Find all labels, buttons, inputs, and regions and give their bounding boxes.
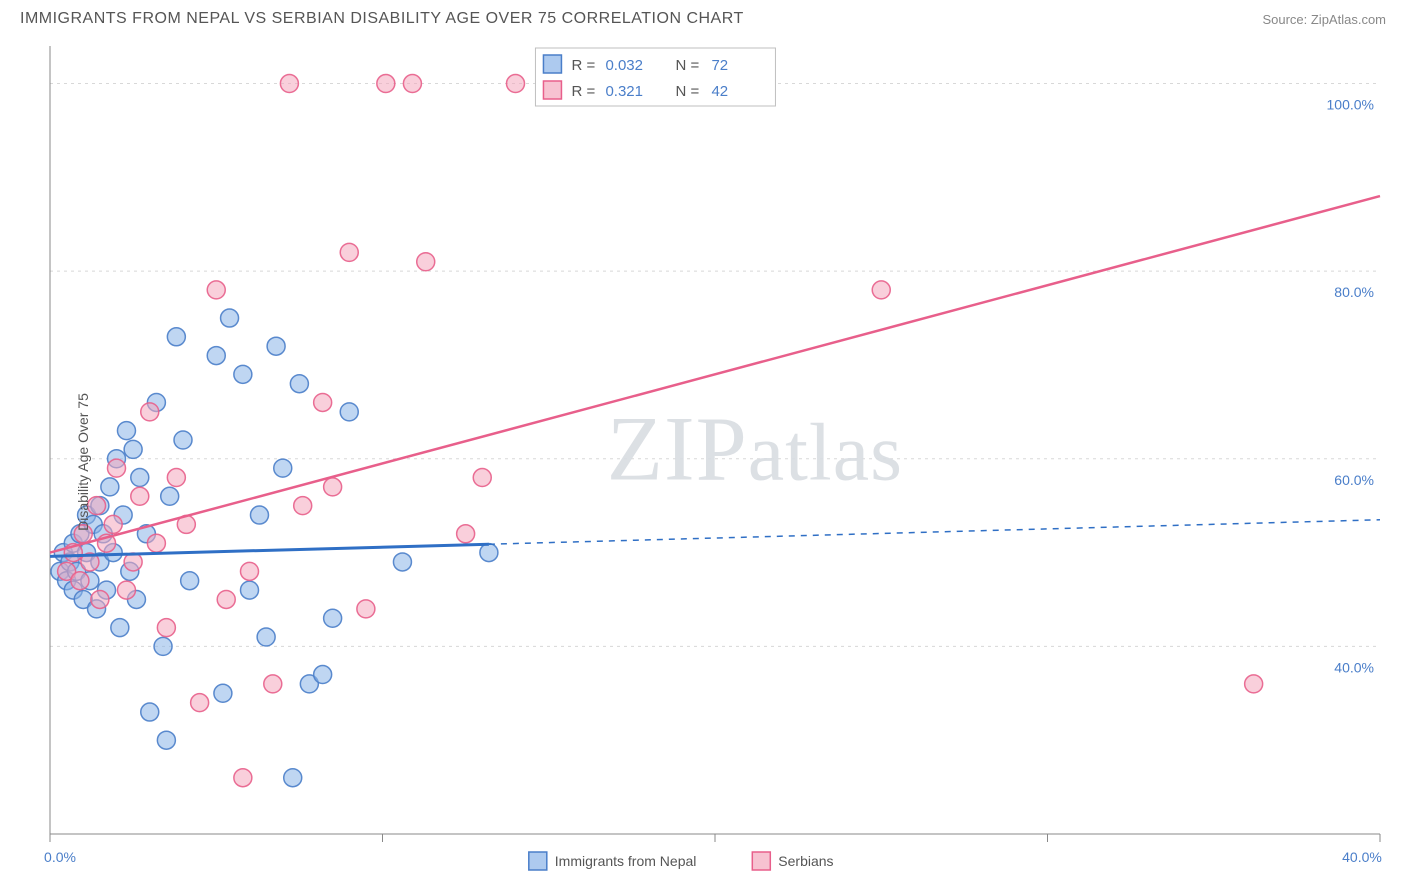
data-point-nepal <box>340 403 358 421</box>
data-point-serbian <box>191 694 209 712</box>
data-point-serbian <box>108 459 126 477</box>
data-point-nepal <box>157 731 175 749</box>
stats-n-value: 42 <box>711 83 728 100</box>
data-point-serbian <box>147 534 165 552</box>
legend-label: Immigrants from Nepal <box>555 853 697 869</box>
x-tick-label: 0.0% <box>44 849 76 865</box>
data-point-serbian <box>234 769 252 787</box>
legend-label: Serbians <box>778 853 833 869</box>
legend-swatch <box>752 852 770 870</box>
y-axis-label: Disability Age Over 75 <box>75 393 91 531</box>
data-point-nepal <box>324 609 342 627</box>
data-point-serbian <box>167 469 185 487</box>
y-tick-label: 40.0% <box>1334 659 1374 675</box>
data-point-serbian <box>280 75 298 93</box>
data-point-nepal <box>284 769 302 787</box>
stats-n-label: N = <box>675 83 699 100</box>
data-point-nepal <box>124 440 142 458</box>
data-point-nepal <box>393 553 411 571</box>
y-tick-label: 100.0% <box>1327 97 1374 113</box>
correlation-scatter-chart: ZIPatlas 0.0% 40.0% 40.0% 60.0% 80.0% 100.0% R … <box>0 34 1406 890</box>
data-point-serbian <box>403 75 421 93</box>
data-point-serbian <box>507 75 525 93</box>
stats-r-value: 0.032 <box>605 57 643 74</box>
data-point-serbian <box>241 562 259 580</box>
data-point-nepal <box>181 572 199 590</box>
data-point-nepal <box>257 628 275 646</box>
data-point-serbian <box>377 75 395 93</box>
chart-header: IMMIGRANTS FROM NEPAL VS SERBIAN DISABIL… <box>0 0 1406 34</box>
data-point-serbian <box>264 675 282 693</box>
trend-line-nepal-extrapolated <box>489 520 1380 545</box>
y-tick-label: 80.0% <box>1334 284 1374 300</box>
data-point-serbian <box>131 487 149 505</box>
data-point-serbian <box>117 581 135 599</box>
data-point-nepal <box>161 487 179 505</box>
data-point-nepal <box>131 469 149 487</box>
chart-title: IMMIGRANTS FROM NEPAL VS SERBIAN DISABIL… <box>20 10 744 28</box>
data-point-nepal <box>167 328 185 346</box>
data-point-serbian <box>417 253 435 271</box>
data-point-nepal <box>250 506 268 524</box>
data-point-nepal <box>214 684 232 702</box>
data-point-serbian <box>71 572 89 590</box>
chart-source: Source: ZipAtlas.com <box>1262 12 1386 27</box>
data-point-nepal <box>290 375 308 393</box>
data-point-serbian <box>872 281 890 299</box>
data-point-serbian <box>207 281 225 299</box>
data-point-nepal <box>241 581 259 599</box>
data-point-nepal <box>274 459 292 477</box>
data-point-nepal <box>234 365 252 383</box>
data-point-nepal <box>221 309 239 327</box>
legend-swatch <box>529 852 547 870</box>
data-point-serbian <box>457 525 475 543</box>
data-point-serbian <box>217 590 235 608</box>
data-point-serbian <box>157 619 175 637</box>
data-point-serbian <box>104 515 122 533</box>
data-point-nepal <box>101 478 119 496</box>
data-point-serbian <box>294 497 312 515</box>
stats-swatch <box>543 55 561 73</box>
data-point-nepal <box>267 337 285 355</box>
data-point-serbian <box>340 243 358 261</box>
y-tick-label: 60.0% <box>1334 472 1374 488</box>
data-point-nepal <box>174 431 192 449</box>
data-point-serbian <box>324 478 342 496</box>
data-point-serbian <box>314 393 332 411</box>
stats-n-value: 72 <box>711 57 728 74</box>
data-point-nepal <box>314 666 332 684</box>
stats-swatch <box>543 81 561 99</box>
stats-r-value: 0.321 <box>605 83 643 100</box>
chart-container: Disability Age Over 75 ZIPatlas 0.0% 40.0%… <box>0 34 1406 890</box>
data-point-nepal <box>111 619 129 637</box>
x-tick-label: 40.0% <box>1342 849 1382 865</box>
data-point-nepal <box>117 422 135 440</box>
stats-r-label: R = <box>571 83 595 100</box>
stats-r-label: R = <box>571 57 595 74</box>
data-point-serbian <box>141 403 159 421</box>
data-point-serbian <box>473 469 491 487</box>
data-point-nepal <box>480 544 498 562</box>
data-point-serbian <box>91 590 109 608</box>
watermark: ZIPatlas <box>607 397 903 499</box>
data-point-nepal <box>154 637 172 655</box>
data-point-nepal <box>207 347 225 365</box>
data-point-serbian <box>357 600 375 618</box>
data-point-nepal <box>141 703 159 721</box>
data-point-serbian <box>1245 675 1263 693</box>
stats-n-label: N = <box>675 57 699 74</box>
